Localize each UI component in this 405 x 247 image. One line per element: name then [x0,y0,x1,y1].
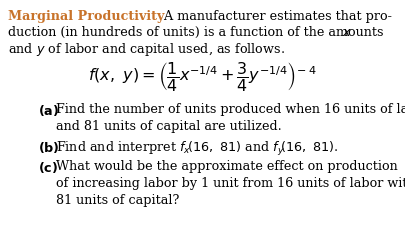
Text: Marginal Productivity: Marginal Productivity [8,10,164,23]
Text: of increasing labor by 1 unit from 16 units of labor with: of increasing labor by 1 unit from 16 un… [56,177,405,190]
Text: $f(x,\ y) = \left(\dfrac{1}{4}x^{-1/4} + \dfrac{3}{4}y^{-1/4}\right)^{\!-4}$: $f(x,\ y) = \left(\dfrac{1}{4}x^{-1/4} +… [88,60,317,93]
Text: What would be the approximate effect on production: What would be the approximate effect on … [56,160,398,173]
Text: Find and interpret $f_x\!(16,\ 81)$ and $f_y\!(16,\ 81)$.: Find and interpret $f_x\!(16,\ 81)$ and … [56,140,339,158]
Text: $\mathbf{(c)}$: $\mathbf{(c)}$ [38,160,58,175]
Text: duction (in hundreds of units) is a function of the amounts: duction (in hundreds of units) is a func… [8,25,388,39]
Text: and 81 units of capital are utilized.: and 81 units of capital are utilized. [56,120,282,133]
Text: A manufacturer estimates that pro-: A manufacturer estimates that pro- [160,10,392,23]
Text: $\mathbf{(b)}$: $\mathbf{(b)}$ [38,140,60,155]
Text: 81 units of capital?: 81 units of capital? [56,194,179,207]
Text: $\mathbf{(a)}$: $\mathbf{(a)}$ [38,103,59,118]
Text: Find the number of units produced when 16 units of labor: Find the number of units produced when 1… [56,103,405,116]
Text: $x$: $x$ [342,25,352,39]
Text: and $y$ of labor and capital used, as follows.: and $y$ of labor and capital used, as fo… [8,41,285,58]
